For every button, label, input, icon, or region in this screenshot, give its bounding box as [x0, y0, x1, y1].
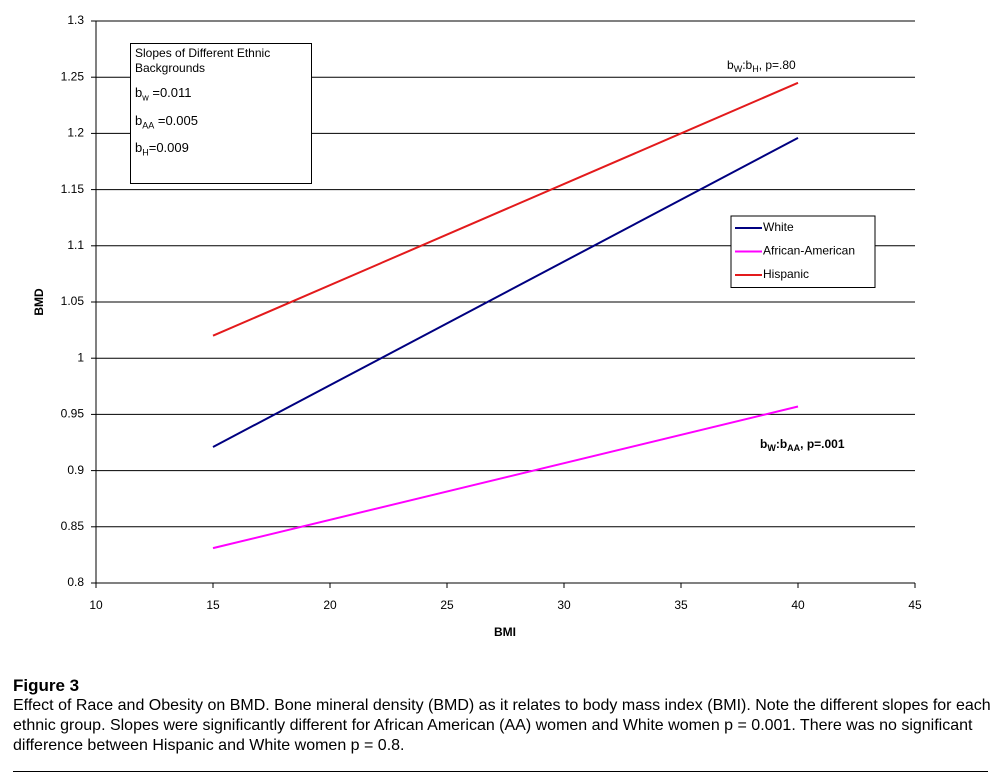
note-text: b: [135, 140, 143, 156]
annotation-subscript: H: [752, 64, 759, 74]
note-text: =0.005: [154, 112, 198, 128]
y-tick-label: 1.15: [61, 182, 85, 196]
y-tick-label: 1.3: [67, 13, 84, 27]
chart: BMI BMD 0.8 0.85 0.9 0.95 1 1.05 1.1 1.15 1.2 1.2…: [32, 13, 922, 639]
x-tick-label: 35: [674, 598, 688, 612]
series-line: [212, 81, 799, 337]
y-tick-label: 1: [77, 350, 84, 364]
y-tick-label: 1.25: [61, 69, 85, 83]
x-tick-label: 25: [440, 598, 454, 612]
y-tick-label: 1.2: [67, 126, 84, 140]
y-axis-label: BMD: [32, 288, 46, 316]
y-tick-label: 0.95: [61, 407, 85, 421]
note-line: bH=0.009: [135, 140, 307, 161]
annotation-subscript: AA: [787, 443, 800, 453]
annotation-text: :b: [776, 437, 787, 451]
note-text: b: [135, 85, 143, 100]
annotation: bW:bAA, p=.001: [760, 437, 845, 453]
x-tick-label: 15: [206, 598, 220, 612]
note-text: =0.009: [148, 140, 189, 156]
slope-note: Slopes of Different Ethnic Backgrounds b…: [130, 43, 312, 184]
y-tick-label: 0.9: [67, 463, 84, 477]
series-line: [212, 137, 799, 448]
annotation-text: , p=.001: [800, 437, 845, 451]
note-line: bw =0.011: [135, 85, 307, 106]
x-axis-label: BMI: [494, 625, 516, 639]
legend-label: African-American: [763, 244, 855, 258]
caption-text: Effect of Race and Obesity on BMD. Bone …: [13, 697, 991, 754]
annotation: bW:bH, p=.80: [727, 58, 796, 74]
note-line: bAA =0.005: [135, 113, 307, 134]
annotation-subscript: W: [734, 64, 743, 74]
annotation-text: , p=.80: [759, 58, 796, 72]
x-tick-label: 40: [791, 598, 805, 612]
y-tick-label: 1.1: [67, 238, 84, 252]
rule: [13, 771, 988, 772]
series-line: [212, 405, 799, 550]
x-tick-label: 30: [557, 598, 571, 612]
legend-label: Hispanic: [763, 267, 809, 281]
note-title: Slopes of Different Ethnic Backgrounds: [135, 46, 271, 75]
caption-label: Figure 3: [13, 676, 80, 695]
note-text: b: [135, 112, 143, 128]
y-tick-label: 1.05: [61, 294, 85, 308]
y-tick-label: 0.8: [67, 575, 84, 589]
note-subscript: w: [142, 92, 149, 103]
note-subscript: AA: [142, 120, 155, 131]
legend-label: White: [763, 220, 794, 234]
annotation-subscript: W: [767, 443, 776, 453]
note-text: =0.011: [148, 85, 192, 100]
annotation-text: b: [760, 437, 767, 451]
annotation-text: :b: [742, 58, 752, 72]
x-tick-label: 45: [908, 598, 922, 612]
x-tick-label: 20: [323, 598, 337, 612]
note-subscript: H: [142, 147, 149, 158]
caption: Figure 3 Effect of Race and Obesity on B…: [13, 676, 993, 756]
annotation-text: b: [727, 58, 734, 72]
y-tick-label: 0.85: [61, 519, 85, 533]
x-tick-label: 10: [89, 598, 103, 612]
